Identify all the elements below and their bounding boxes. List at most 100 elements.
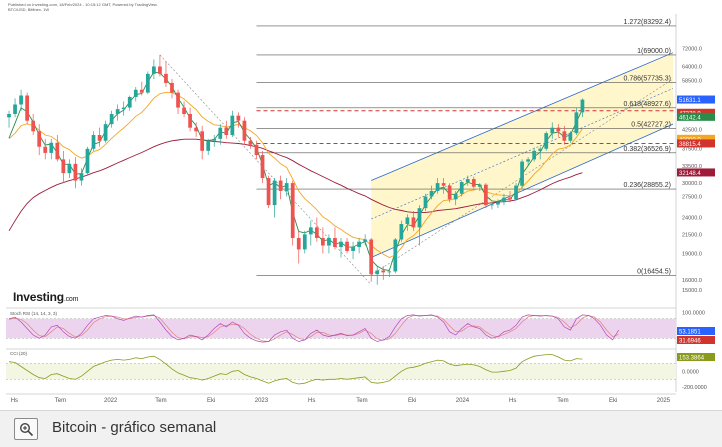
fib-level-label: 0.786(57735.3)	[624, 75, 671, 82]
candle-body	[357, 241, 361, 248]
candle-body	[538, 148, 543, 151]
candle-body	[562, 131, 567, 141]
candle-body	[393, 239, 398, 272]
candle-body	[574, 112, 579, 134]
price-tick-label: 15000.0	[682, 288, 702, 294]
price-badge	[677, 134, 715, 143]
candle-body	[568, 133, 573, 141]
candle-body	[333, 237, 337, 248]
candle-body	[67, 163, 72, 174]
rsi-k-line	[8, 314, 619, 343]
investing-logo: Investing.com	[13, 290, 78, 304]
channel-upper-line	[371, 52, 674, 181]
candle-body	[224, 127, 229, 136]
metadata-line: Published on Investing.com, 18/Feb/2024 …	[8, 2, 158, 7]
candle-body	[170, 82, 174, 93]
candle-body	[453, 193, 458, 200]
candle-body	[272, 180, 277, 206]
candle-body	[31, 120, 36, 132]
trend-channel	[371, 52, 673, 258]
candle-body	[278, 180, 283, 191]
candle-body	[13, 104, 17, 114]
price-badge	[677, 139, 715, 148]
price-chart[interactable]: 1.272(83292.4) 1(69000.0) 0.786(57735.3) 0.…	[0, 0, 722, 410]
candle-body	[212, 138, 217, 141]
cci-badge-label: 153.3864	[679, 356, 705, 362]
candle-body	[502, 197, 506, 203]
rsi-badge	[677, 327, 715, 335]
candle-body	[254, 144, 259, 156]
price-tick-label: 27500.0	[682, 194, 702, 200]
candle-body	[520, 161, 524, 186]
candle-body	[459, 182, 464, 194]
rsi-badge-label: 53.1851	[679, 330, 701, 336]
fib-level-label: 1(69000.0)	[637, 48, 671, 55]
candle-body	[544, 133, 549, 149]
zoom-in-icon	[19, 422, 34, 437]
candle-body	[109, 113, 114, 125]
candle-body	[176, 92, 180, 108]
candle-body	[308, 227, 313, 235]
candle-body	[447, 185, 452, 200]
candle-body	[242, 120, 247, 141]
candle-body	[532, 150, 537, 160]
candle-body	[321, 237, 325, 246]
candle-body	[490, 204, 494, 206]
candle-body	[236, 115, 241, 121]
candle-body	[339, 241, 343, 248]
chart-caption: Bitcoin - gráfico semanal	[52, 419, 217, 436]
candle-body	[206, 140, 211, 151]
candle-body	[483, 184, 488, 206]
candle-body	[351, 247, 355, 251]
chart-metadata: Published on Investing.com, 18/Feb/2024 …	[8, 2, 158, 12]
price-badge-label: 46142.4	[679, 115, 701, 121]
candle-body	[369, 239, 374, 275]
candle-body	[496, 202, 500, 205]
rsi-badge	[677, 336, 715, 344]
candle-body	[97, 135, 102, 141]
cci-label: CCI (20)	[10, 351, 28, 356]
candle-body	[375, 270, 380, 275]
candle-body	[194, 127, 199, 132]
time-tick-label: Tem	[557, 398, 568, 404]
price-tick-label: 21500.0	[682, 232, 702, 238]
candle-body	[127, 96, 132, 108]
candle-body	[556, 127, 561, 132]
candle-body	[550, 127, 555, 134]
cci-tick-label: -200.0000	[682, 385, 707, 391]
candle-body	[103, 124, 108, 141]
time-tick-label: Εki	[609, 398, 617, 404]
candle-body	[465, 179, 470, 183]
caption-bar: Bitcoin - gráfico semanal	[0, 410, 722, 447]
price-tick-label: 37500.0	[682, 147, 702, 153]
price-tick-label: 19000.0	[682, 251, 702, 257]
time-tick-label: Εki	[408, 398, 416, 404]
candle-body	[526, 159, 530, 162]
rsi-tick-label: 100.0000	[682, 310, 705, 316]
cci-line	[8, 354, 583, 385]
candle-body	[580, 99, 585, 113]
candle-body	[49, 142, 54, 153]
price-badge	[677, 168, 715, 177]
candle-body	[218, 127, 223, 139]
rsi-band	[6, 318, 676, 339]
price-badge-label: 32148.4	[679, 171, 701, 177]
candle-body	[61, 159, 66, 174]
candle-body	[327, 237, 331, 246]
price-badge-label: 51631.1	[679, 98, 701, 104]
candle-body	[514, 185, 518, 200]
time-tick-label: Εki	[207, 398, 215, 404]
candle-body	[471, 179, 476, 187]
zoom-button[interactable]	[14, 418, 38, 440]
candle-body	[296, 237, 301, 250]
candle-body	[260, 155, 265, 179]
time-tick-label: Tem	[155, 398, 166, 404]
time-tick-label: Ηs	[509, 398, 516, 404]
candle-body	[314, 227, 319, 238]
candle-body	[85, 148, 90, 174]
candle-body	[423, 196, 428, 209]
cci-tick-label: 0.0000	[682, 369, 699, 375]
price-tick-label: 72000.0	[682, 46, 702, 52]
price-tick-label: 30000.0	[682, 181, 702, 187]
price-tick-label: 24000.0	[682, 215, 702, 221]
